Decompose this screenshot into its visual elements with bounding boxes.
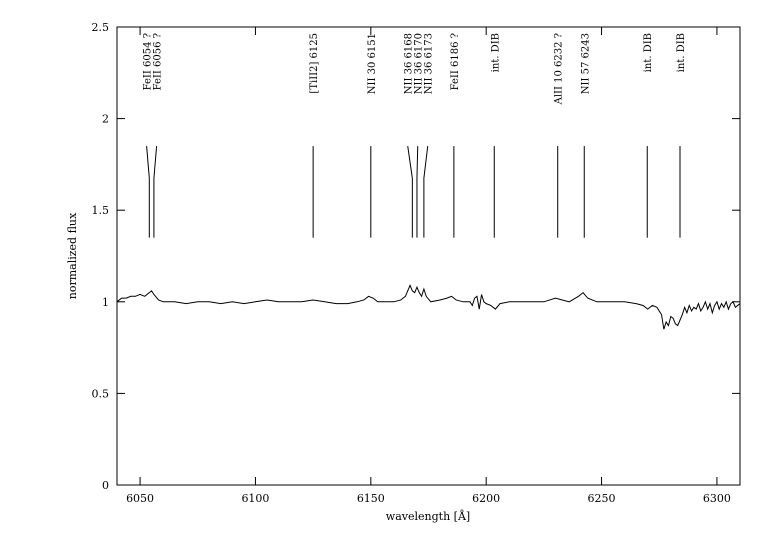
x-tick-label: 6250 [588,492,616,505]
y-tick-label: 2 [102,113,109,126]
line-id-label: NII 36 6173 [424,33,435,94]
x-tick-label: 6150 [357,492,385,505]
line-marker [416,146,419,238]
line-marker [423,146,429,238]
y-axis-label: normalized flux [66,212,79,299]
line-id-label: int. DIB [490,33,501,72]
line-id-label: FeII 6054 ? [143,33,154,90]
x-tick-label: 6200 [472,492,500,505]
line-id-label: int. DIB [643,33,654,72]
y-tick-label: 2.5 [92,21,110,34]
line-marker [146,146,150,238]
y-tick-label: 1 [102,296,109,309]
x-tick-label: 6100 [241,492,269,505]
line-id-label: AlII 10 6232 ? [554,33,565,105]
line-marker [153,146,158,238]
line-id-label: FeII 6056 ? [153,33,164,90]
x-axis-label: wavelength [Å] [386,509,470,523]
spectrum-line [116,284,741,330]
line-id-label: NII 57 6243 [580,33,591,94]
line-id-label: NII 30 6151 [367,33,378,94]
y-tick-label: 1.5 [92,204,110,217]
line-id-label: NII 36 6170 [414,33,425,94]
x-tick-label: 6050 [126,492,154,505]
line-id-label: [TiII2] 6125 [309,33,320,94]
line-id-label: NII 36 6168 [404,33,415,94]
plot-frame [116,26,741,486]
x-tick-label: 6300 [703,492,731,505]
line-id-label: FeII 6186 ? [450,33,461,90]
y-tick-label: 0 [102,479,109,492]
line-id-label: int. DIB [676,33,687,72]
line-marker [407,146,413,238]
y-tick-label: 0.5 [92,387,110,400]
